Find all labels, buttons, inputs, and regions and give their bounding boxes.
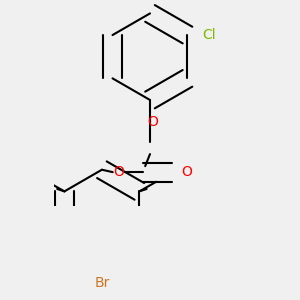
Text: Cl: Cl [202, 28, 215, 42]
Text: O: O [181, 165, 192, 179]
Text: Br: Br [94, 275, 110, 290]
Text: O: O [113, 165, 124, 179]
Text: O: O [147, 115, 158, 129]
